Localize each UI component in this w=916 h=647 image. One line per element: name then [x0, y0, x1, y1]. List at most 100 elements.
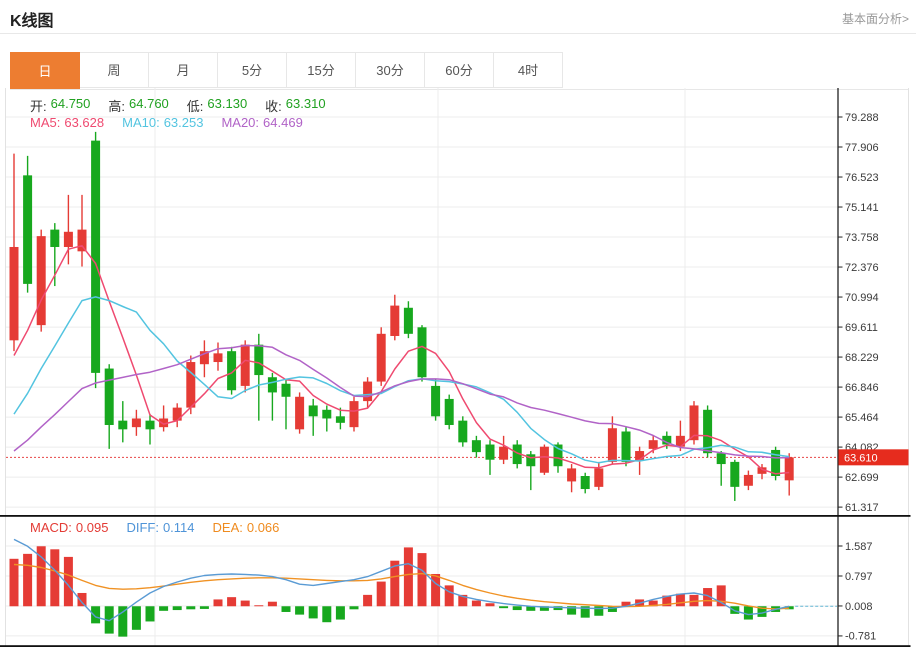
macd-bar [526, 606, 536, 611]
macd-bar [716, 585, 726, 607]
macd-bar [485, 603, 495, 607]
macd-bar [784, 606, 794, 610]
candle-body [23, 175, 33, 284]
candle-body [335, 416, 345, 423]
macd-bar [743, 606, 753, 620]
axis-tick-label: 62.699 [845, 472, 879, 484]
candle-body [104, 368, 114, 425]
tab-interval-1[interactable]: 周 [79, 52, 149, 88]
candle-body [50, 229, 60, 247]
candle-body [145, 420, 155, 430]
macd-chart[interactable]: 1.587 0.797 0.008 -0.781 [0, 515, 916, 647]
ma20-line [13, 344, 790, 459]
axis-tick-label: 73.758 [845, 232, 879, 244]
candle-body [471, 440, 481, 453]
candle-body [757, 467, 767, 474]
tab-interval-7[interactable]: 4时 [493, 52, 563, 88]
macd-bar [553, 606, 563, 611]
tab-interval-6[interactable]: 60分 [424, 52, 494, 88]
macd-bar [363, 594, 373, 607]
macd-bar [621, 601, 631, 607]
macd-bar [567, 606, 577, 615]
macd-bar [159, 606, 169, 611]
candle-body [36, 236, 46, 326]
price-chart[interactable]: 79.288 77.906 76.523 75.141 73.758 72.376 70.9… [0, 88, 916, 515]
macd-bar [689, 594, 699, 607]
macd-bar [77, 592, 87, 607]
macd-bar [607, 606, 617, 612]
candle-body [254, 344, 264, 376]
candle-body [403, 307, 413, 334]
candle-body [172, 407, 182, 421]
axis-tick-label: 79.288 [845, 112, 879, 124]
macd-bar [648, 600, 658, 607]
candle-body [376, 333, 386, 382]
current-price-flag [838, 449, 909, 466]
macd-bar [9, 558, 19, 607]
fundamental-analysis-link[interactable]: 基本面分析> [841, 12, 909, 26]
candle-body [227, 351, 237, 391]
macd-bar [499, 606, 509, 609]
macd-bar [580, 606, 590, 618]
candle-body [308, 405, 318, 417]
macd-bar [308, 606, 318, 619]
candle-body [349, 401, 359, 428]
candle-body [199, 351, 209, 365]
candle-body [417, 327, 427, 378]
macd-bar [267, 601, 277, 607]
axis-tick-label: 1.587 [845, 541, 873, 553]
candle-body [553, 444, 563, 467]
macd-bar [281, 606, 291, 612]
candle-body [635, 451, 645, 461]
macd-bar [131, 606, 141, 630]
candle-body [281, 383, 291, 397]
axis-tick-label: 69.611 [845, 322, 878, 334]
macd-bar [675, 593, 685, 607]
tab-interval-3[interactable]: 5分 [217, 52, 287, 88]
tab-interval-4[interactable]: 15分 [286, 52, 356, 88]
axis-tick-label: 77.906 [845, 142, 879, 154]
tab-interval-0[interactable]: 日 [10, 52, 80, 89]
macd-bar [539, 606, 549, 611]
panel-separator-top [0, 515, 911, 517]
interval-tabbar: 日周月 5分 15分 30分 60分 4时 [10, 52, 909, 90]
macd-bar [145, 606, 155, 622]
title-divider [0, 33, 916, 34]
candle-body [458, 420, 468, 443]
axis-tick-label: 65.464 [845, 412, 879, 424]
macd-bar [227, 597, 237, 607]
macd-bar [295, 606, 305, 615]
candle-body [267, 377, 277, 393]
axis-tick-label: 70.994 [845, 292, 879, 304]
candle-body [118, 420, 128, 430]
axis-tick-label: 72.376 [845, 262, 879, 274]
tab-interval-2[interactable]: 月 [148, 52, 218, 88]
axis-tick-label: 0.008 [845, 601, 873, 613]
candle-body [512, 444, 522, 465]
axis-tick-label: 68.229 [845, 352, 879, 364]
candle-body [594, 468, 604, 487]
macd-bar [444, 585, 454, 607]
candle-body [213, 353, 223, 363]
candle-body [607, 428, 617, 462]
macd-bar [186, 606, 196, 610]
candle-body [9, 246, 19, 341]
macd-histogram-layer [9, 546, 794, 637]
tab-interval-5[interactable]: 30分 [355, 52, 425, 88]
macd-bar [240, 600, 250, 607]
axis-tick-label: 75.141 [845, 202, 879, 214]
macd-bar [172, 606, 182, 611]
macd-bar [213, 599, 223, 607]
macd-bar [254, 605, 264, 607]
macd-bar [471, 600, 481, 607]
current-price-flag-text: 63.610 [844, 452, 878, 464]
candle-body [63, 231, 73, 247]
macd-bar [322, 606, 332, 623]
macd-bar [703, 588, 713, 607]
macd-bar [335, 606, 345, 620]
candle-body [771, 449, 781, 477]
candle-body [485, 444, 495, 460]
candle-body [363, 381, 373, 402]
candle-body [621, 431, 631, 462]
